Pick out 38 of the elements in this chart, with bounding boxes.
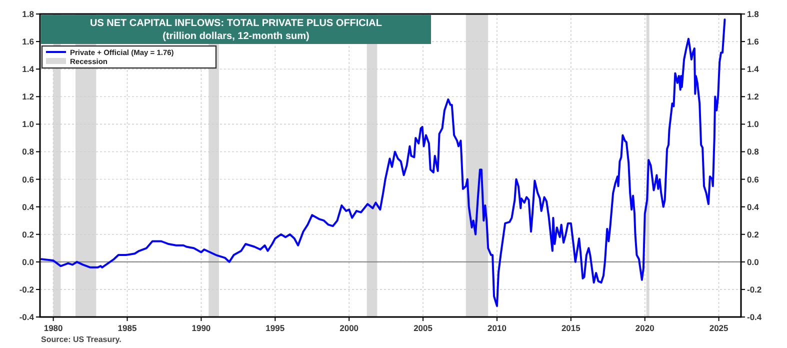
title-banner: US NET CAPITAL INFLOWS: TOTAL PRIVATE PLUS OFFICIAL (trillion dollars, 12-month sum) — [41, 15, 431, 44]
y2-tick-label: 0.4 — [747, 202, 760, 212]
x-tick-label: 1995 — [266, 323, 285, 333]
y-tick-label: 0.4 — [22, 202, 34, 212]
y-tick-label: 1.0 — [22, 119, 34, 130]
x-tick-label: 1980 — [44, 323, 64, 333]
x-tick-label: 2025 — [709, 323, 729, 333]
x-tick-label: 2000 — [340, 323, 359, 333]
x-tick-label: 2005 — [414, 323, 433, 333]
y2-tick-label: 1.8 — [747, 9, 760, 19]
x-tick-label: 2020 — [635, 323, 655, 333]
y-tick-label: 1.4 — [22, 64, 34, 74]
y2-tick-label: 0.2 — [747, 229, 760, 240]
y-tick-label: -0.2 — [19, 284, 34, 294]
y-tick-label: 1.8 — [22, 9, 34, 19]
line-series — [40, 18, 726, 307]
y2-tick-label: -0.4 — [747, 312, 762, 322]
y-tick-label: 0.0 — [22, 256, 34, 267]
y2-tick-label: 0.0 — [747, 256, 760, 267]
x-tick-label: 2015 — [561, 323, 581, 333]
y2-tick-label: -0.2 — [747, 284, 762, 294]
y2-tick-label: 1.4 — [747, 64, 760, 74]
y2-tick-label: 1.0 — [747, 119, 760, 130]
y2-tick-label: 1.2 — [747, 92, 760, 102]
x-tick-label: 1990 — [192, 323, 211, 333]
y-tick-label: -0.4 — [19, 312, 34, 322]
y-tick-label: 0.8 — [22, 146, 34, 157]
y2-tick-label: 0.8 — [747, 146, 760, 157]
x-tick-label: 1985 — [118, 323, 137, 333]
y-tick-label: 0.6 — [22, 174, 34, 184]
chart-title: US NET CAPITAL INFLOWS: TOTAL PRIVATE PLUS OFFICIAL — [90, 18, 382, 29]
source-note: Source: US Treasury. — [41, 335, 122, 344]
y-tick-label: 1.6 — [22, 36, 34, 47]
y-tick-label: 1.2 — [22, 92, 34, 102]
x-tick-label: 2010 — [488, 323, 507, 333]
y2-tick-label: 1.6 — [747, 36, 760, 47]
y-tick-label: 0.2 — [22, 229, 34, 240]
y2-tick-label: 0.6 — [747, 174, 760, 184]
